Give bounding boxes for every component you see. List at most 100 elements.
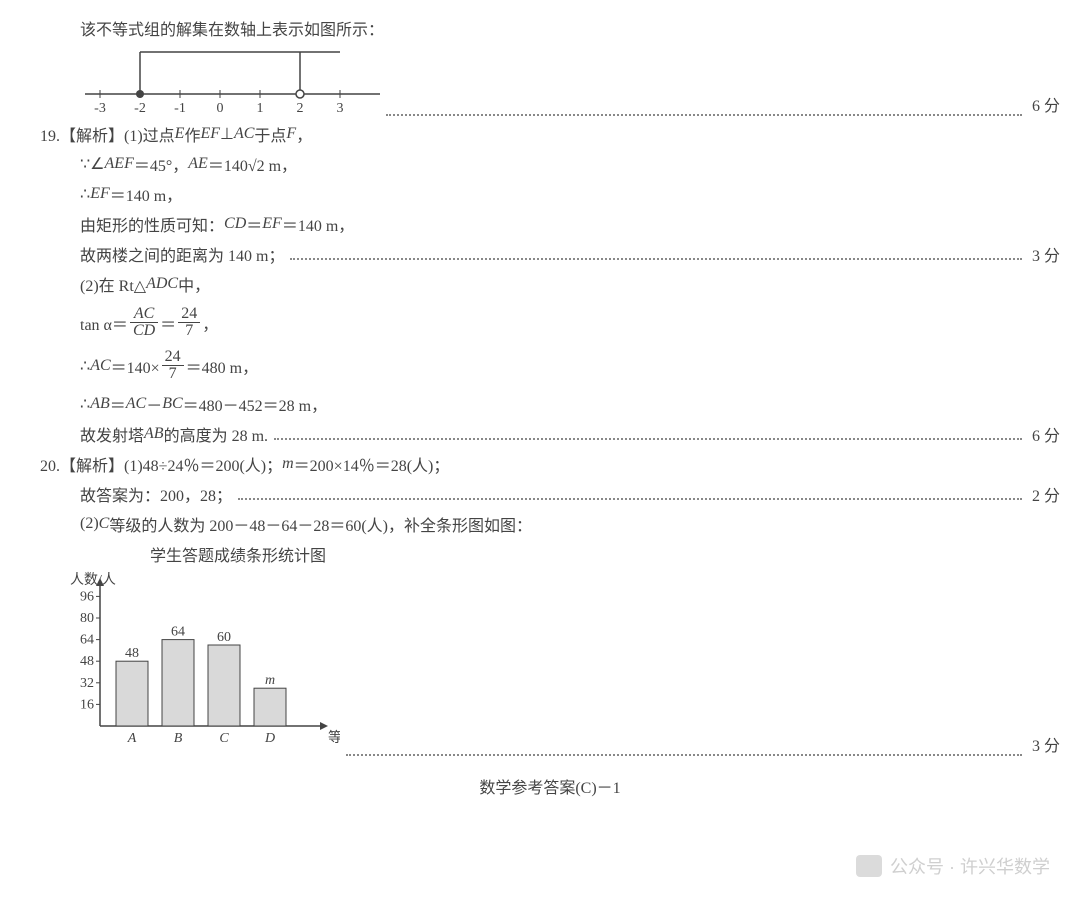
svg-text:60: 60 [217, 630, 231, 645]
t: tan α＝ [80, 311, 128, 335]
t: ＝ [246, 212, 262, 236]
mi: EF [262, 215, 282, 233]
bar-chart-row: 人数/人16324864809648A64B60CmD等级 3 分 [40, 566, 1060, 756]
t: ＝ [160, 311, 176, 335]
score-3: 3 分 [1028, 242, 1060, 266]
q19-l6: (2)在 Rt△ ADC 中， [40, 272, 1060, 296]
svg-text:96: 96 [80, 589, 94, 604]
num: 24 [178, 306, 200, 323]
svg-text:人数/人: 人数/人 [70, 572, 116, 588]
dotfill [346, 745, 1022, 756]
q19-l10: 故发射塔 AB 的高度为 28 m. 6 分 [40, 422, 1060, 446]
watermark: 公众号 · 许兴华数学 [856, 853, 1050, 879]
den: 7 [162, 366, 184, 382]
svg-text:64: 64 [171, 625, 185, 640]
q19-l3: ∴ EF ＝140 m， [40, 182, 1060, 206]
mi: AC [126, 395, 146, 413]
svg-text:-3: -3 [94, 101, 106, 116]
fraction: 24 7 [178, 306, 200, 339]
intro: 该不等式组的解集在数轴上表示如图所示： [80, 16, 384, 40]
score-6b: 6 分 [1028, 422, 1060, 446]
t: ＝140√2 m， [208, 152, 297, 176]
t: 于点 [254, 122, 286, 146]
svg-text:C: C [219, 731, 229, 746]
fraction: AC CD [130, 306, 158, 339]
t: ＝480 m， [186, 354, 258, 378]
mi: AC [234, 125, 254, 143]
mi: AEF [105, 155, 134, 173]
den: CD [130, 323, 158, 339]
t: 作 [184, 122, 200, 146]
mi: CD [224, 215, 246, 233]
chart-title: 学生答题成绩条形统计图 [110, 542, 1060, 566]
t: 19.【解析】(1)过点 [40, 122, 175, 146]
q19-l1: 19.【解析】(1)过点 E 作 EF ⊥ AC 于点 F ， [40, 122, 1060, 146]
t: ＝200×14％＝28(人)； [294, 452, 450, 476]
q19-l5: 故两楼之间的距离为 140 m； 3 分 [40, 242, 1060, 266]
svg-text:48: 48 [80, 654, 94, 669]
svg-text:1: 1 [257, 101, 264, 116]
svg-text:D: D [264, 731, 275, 746]
mi: AB [144, 425, 164, 443]
mi: C [99, 515, 110, 533]
dotfill [386, 105, 1022, 116]
mi: BC [162, 395, 182, 413]
score-3b: 3 分 [1028, 732, 1060, 756]
svg-text:3: 3 [337, 101, 344, 116]
svg-text:等级: 等级 [328, 729, 340, 746]
t: 中， [178, 272, 210, 296]
svg-text:A: A [127, 731, 137, 746]
score-2: 2 分 [1028, 482, 1060, 506]
t: ＝140× [111, 354, 160, 378]
svg-text:80: 80 [80, 611, 94, 626]
svg-text:-2: -2 [134, 101, 146, 116]
t: ＝140 m， [110, 182, 182, 206]
t: ＝45°， [134, 152, 188, 176]
number-line-row: -3 -2 -1 0 1 2 3 6 分 [40, 46, 1060, 116]
bar-chart-figure: 人数/人16324864809648A64B60CmD等级 [60, 566, 340, 756]
q20-l3: (2) C 等级的人数为 200－48－64－28＝60(人)，补全条形图如图： [40, 512, 1060, 536]
mi: AE [188, 155, 208, 173]
t: (2) [80, 515, 99, 533]
t: ⊥ [220, 124, 234, 144]
t: (2)在 Rt△ [80, 272, 146, 296]
q19-l7: tan α＝ AC CD ＝ 24 7 ， [40, 306, 1060, 339]
mi: F [286, 125, 296, 143]
mi: E [175, 125, 185, 143]
dotfill [274, 428, 1022, 439]
t: 的高度为 28 m. [164, 422, 268, 446]
t: ＝ [110, 392, 126, 416]
q20-l2: 故答案为：200，28； 2 分 [40, 482, 1060, 506]
wechat-icon [856, 855, 882, 877]
page-footer: 数学参考答案(C)－1 [40, 774, 1060, 798]
num: AC [130, 306, 158, 323]
t: ＝140 m， [282, 212, 354, 236]
dotfill [238, 488, 1022, 499]
svg-text:2: 2 [297, 101, 304, 116]
score-6: 6 分 [1028, 92, 1060, 116]
mi: AC [90, 357, 110, 375]
den: 7 [178, 323, 200, 339]
svg-text:m: m [265, 673, 275, 688]
svg-text:0: 0 [217, 101, 224, 116]
q20-l1: 20.【解析】(1)48÷24％＝200(人)； m ＝200×14％＝28(人… [40, 452, 1060, 476]
q19-l4: 由矩形的性质可知： CD ＝ EF ＝140 m， [40, 212, 1060, 236]
mi: ADC [146, 275, 178, 293]
t: ∵∠ [80, 154, 105, 174]
t: 20.【解析】(1)48÷24％＝200(人)； [40, 452, 282, 476]
t: 故答案为：200，28； [80, 482, 232, 506]
t: 由矩形的性质可知： [80, 212, 224, 236]
q19-l8: ∴ AC ＝140× 24 7 ＝480 m， [40, 349, 1060, 382]
t: 故发射塔 [80, 422, 144, 446]
mi: EF [90, 185, 110, 203]
svg-text:B: B [174, 731, 183, 746]
mi: m [282, 455, 294, 473]
fraction: 24 7 [162, 349, 184, 382]
mi: AB [90, 395, 110, 413]
svg-text:16: 16 [80, 697, 94, 712]
t: 学生答题成绩条形统计图 [150, 548, 326, 565]
t: 故两楼之间的距离为 140 m； [80, 242, 284, 266]
number-line-figure: -3 -2 -1 0 1 2 3 [80, 46, 380, 116]
svg-text:-1: -1 [174, 101, 186, 116]
watermark-text: 公众号 · 许兴华数学 [890, 853, 1050, 879]
